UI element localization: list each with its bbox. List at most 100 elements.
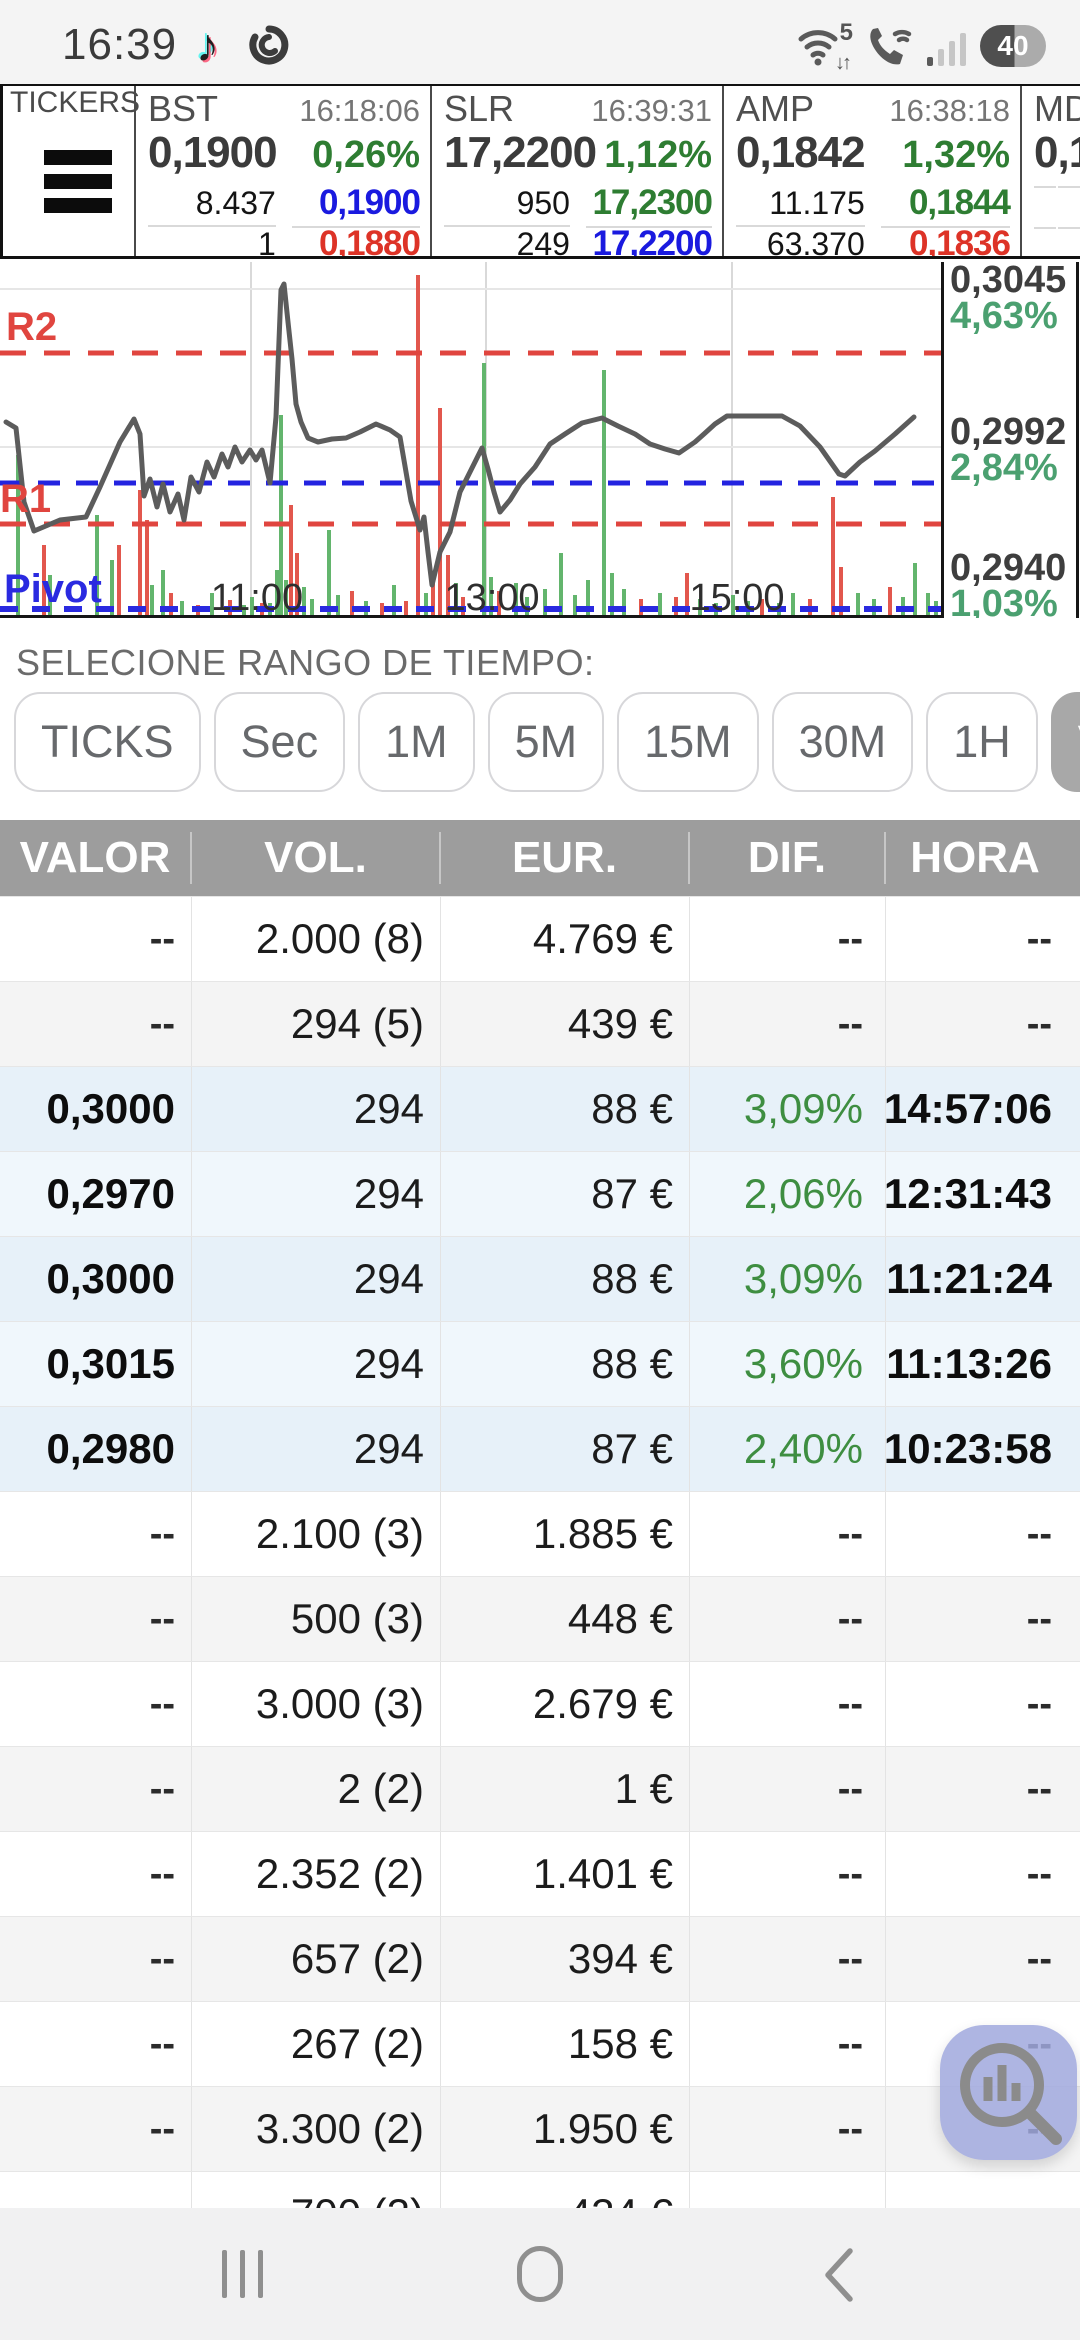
ticker-price: 0,1842 [736, 128, 866, 177]
cell-hora: -- [1026, 1937, 1052, 1980]
cell-vol: 700 (2) [291, 2190, 424, 2208]
ticker-cell-md[interactable]: MD 0,1 [1022, 86, 1080, 256]
cell-vol: 294 [353, 1425, 424, 1472]
table-row[interactable]: 0,3000 294 88 € 3,09% 14:57:06 [0, 1066, 1080, 1151]
recents-button[interactable] [222, 2250, 263, 2298]
ticker-symbol: SLR [444, 88, 515, 129]
table-row[interactable]: -- 2.352 (2) 1.401 € -- -- [0, 1831, 1080, 1916]
svg-text:0,2940: 0,2940 [950, 547, 1066, 589]
cell-valor: -- [149, 1852, 175, 1895]
table-row[interactable]: -- 2 (2) 1 € -- -- [0, 1746, 1080, 1831]
table-row[interactable]: -- 294 (5) 439 € -- -- [0, 981, 1080, 1066]
cell-dif: -- [837, 1512, 863, 1555]
ticker-price: 17,2200 [444, 128, 597, 177]
cell-vol: 3.300 (2) [255, 2105, 424, 2152]
ticker-price: 0,1900 [148, 128, 278, 177]
cell-eur: 158 € [567, 2020, 673, 2067]
table-row[interactable]: --3.300 (2)1.950 €---- [0, 2086, 1080, 2171]
wifi-5-icon: 5 ↓↑ [795, 19, 853, 74]
table-row[interactable]: -- 3.000 (3) 2.679 € -- -- [0, 1661, 1080, 1746]
ticker-change: 1,32% [902, 134, 1010, 176]
cell-dif: -- [837, 1937, 863, 1980]
home-button[interactable] [517, 2246, 563, 2302]
cell-dif: -- [837, 2107, 863, 2150]
cell-eur: 87 € [591, 1425, 673, 1472]
cell-vol: 294 [353, 1340, 424, 1387]
cell-valor: 0,3000 [46, 1085, 175, 1132]
cell-valor: -- [149, 2022, 175, 2065]
chart-search-fab[interactable] [940, 2025, 1077, 2160]
cell-dif: -- [837, 1682, 863, 1725]
svg-text:2,84%: 2,84% [950, 447, 1058, 489]
table-row[interactable]: -- 500 (3) 448 € -- -- [0, 1576, 1080, 1661]
cell-dif: -- [837, 2022, 863, 2065]
cell-hora: 11:13:26 [886, 1340, 1052, 1387]
battery-icon: 40 [980, 25, 1046, 67]
cell-vol: 2.000 (8) [255, 915, 424, 962]
back-button[interactable] [822, 2246, 856, 2304]
time-range-button-1m[interactable]: 1M [358, 692, 475, 792]
svg-text:R2: R2 [6, 305, 57, 349]
cell-vol: 3.000 (3) [255, 1680, 424, 1727]
table-row[interactable]: -- 700 (2) 434 € -- -- [0, 2171, 1080, 2208]
cell-eur: 2.679 € [532, 1680, 673, 1727]
cell-eur: 1.885 € [532, 1510, 673, 1557]
ticker-cell-bst[interactable]: BST 16:18:06 0,1900 0,26% 8.437 0,1900 1 0,1… [136, 86, 430, 256]
time-range-button-1h[interactable]: 1H [926, 692, 1038, 792]
table-row[interactable]: -- 2.000 (8) 4.769 € -- -- [0, 896, 1080, 981]
table-row[interactable]: -- 2.100 (3) 1.885 € -- -- [0, 1491, 1080, 1576]
cell-valor: 0,2970 [46, 1170, 175, 1217]
table-row[interactable]: --267 (2)158 €---- [0, 2001, 1080, 2086]
cell-valor: -- [149, 1002, 175, 1045]
time-range-button-row: TICKSSec1M5M15M30M1HVolPre [14, 692, 1080, 792]
column-header-hora[interactable]: HORA [910, 833, 1040, 882]
time-range-button-ticks[interactable]: TICKS [14, 692, 201, 792]
svg-text:0,3045: 0,3045 [950, 262, 1066, 301]
cell-hora: -- [1026, 917, 1052, 960]
table-row[interactable]: 0,3015 294 88 € 3,60% 11:13:26 [0, 1321, 1080, 1406]
price-chart[interactable]: R2 R1 Pivot 11:00 13:00 15:00 0,3045 4,63% 0,299… [0, 259, 1080, 625]
cell-valor: 0,3000 [46, 1255, 175, 1302]
cell-eur: 394 € [567, 1935, 673, 1982]
time-range-button-5m[interactable]: 5M [487, 692, 605, 792]
ticker-time: 16:18:06 [299, 93, 420, 128]
cell-eur: 88 € [591, 1085, 673, 1132]
column-header-eur[interactable]: EUR. [441, 832, 690, 884]
time-range-button-vol[interactable]: Vol [1050, 692, 1080, 792]
cell-valor: -- [149, 1682, 175, 1725]
table-row[interactable]: 0,2970 294 87 € 2,06% 12:31:43 [0, 1151, 1080, 1236]
cell-vol: 657 (2) [290, 1935, 424, 1982]
table-row[interactable]: -- 657 (2) 394 € -- -- [0, 1916, 1080, 2001]
time-range-button-sec[interactable]: Sec [213, 692, 346, 792]
ticker-cell-amp[interactable]: AMP 16:38:18 0,1842 1,32% 11.175 0,1844 63.… [724, 86, 1020, 256]
table-row[interactable]: 0,2980 294 87 € 2,40% 10:23:58 [0, 1406, 1080, 1491]
tickers-panel-label: TICKERS [10, 86, 141, 119]
ask-qty: 63.370 [736, 226, 865, 256]
bid-qty: 11.175 [736, 185, 865, 227]
column-header-vol[interactable]: VOL. [192, 832, 441, 884]
wifi-calling-icon [870, 28, 912, 65]
sync-swirl-icon [249, 25, 289, 65]
table-row[interactable]: 0,3000 294 88 € 3,09% 11:21:24 [0, 1236, 1080, 1321]
svg-text:0,2992: 0,2992 [950, 411, 1066, 453]
cell-dif: 2,40% [743, 1425, 863, 1472]
cell-eur: 88 € [591, 1340, 673, 1387]
divider [430, 86, 432, 256]
cell-hora: -- [1026, 1767, 1052, 1810]
time-range-button-15m[interactable]: 15M [617, 692, 759, 792]
bid-price: 0,1900 [292, 183, 421, 228]
ticker-cell-slr[interactable]: SLR 16:39:31 17,2200 1,12% 950 17,2300 249 1… [432, 86, 722, 256]
cell-dif: -- [837, 1597, 863, 1640]
cell-eur: 1.950 € [532, 2105, 673, 2152]
cell-eur: 1 € [614, 1765, 673, 1812]
table-body: -- 2.000 (8) 4.769 € -- -- -- 294 (5) 439 € -- --… [0, 896, 1080, 2208]
time-range-button-30m[interactable]: 30M [771, 692, 914, 792]
ticker-change: 1,12% [604, 134, 712, 176]
menu-icon[interactable] [44, 150, 112, 216]
bid-price: 17,2300 [586, 183, 713, 228]
column-header-valor[interactable]: VALOR [0, 832, 192, 884]
column-header-dif[interactable]: DIF. [690, 832, 886, 884]
status-bar: 16:39 ♪ 5 ↓↑ [0, 0, 1080, 84]
cell-eur: 4.769 € [532, 915, 673, 962]
cell-dif: -- [837, 1852, 863, 1895]
